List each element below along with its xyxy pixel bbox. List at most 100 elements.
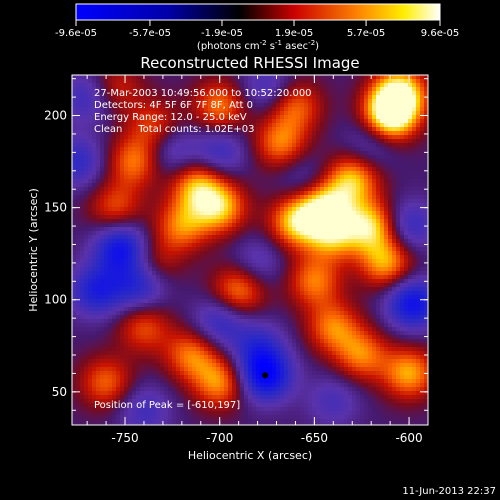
heatmap-cell bbox=[144, 103, 149, 108]
heatmap-cell bbox=[420, 291, 425, 296]
heatmap-cell bbox=[312, 107, 317, 112]
heatmap-cell bbox=[320, 171, 325, 176]
heatmap-cell bbox=[292, 75, 297, 80]
heatmap-cell bbox=[340, 111, 345, 116]
heatmap-cell bbox=[356, 115, 361, 120]
heatmap-cell bbox=[84, 187, 89, 192]
heatmap-cell bbox=[216, 171, 221, 176]
heatmap-cell bbox=[112, 83, 117, 88]
heatmap-cell bbox=[200, 99, 205, 104]
heatmap-cell bbox=[276, 203, 281, 208]
heatmap-cell bbox=[264, 127, 269, 132]
heatmap-cell bbox=[116, 159, 121, 164]
heatmap-cell bbox=[184, 99, 189, 104]
heatmap-cell bbox=[164, 135, 169, 140]
heatmap-cell bbox=[360, 291, 365, 296]
heatmap-cell bbox=[268, 119, 273, 124]
heatmap-cell bbox=[192, 123, 197, 128]
colorbar-tick-label: -5.7e-05 bbox=[129, 28, 171, 39]
heatmap-cell bbox=[400, 295, 405, 300]
heatmap-cell bbox=[340, 211, 345, 216]
heatmap-cell bbox=[388, 135, 393, 140]
heatmap-cell bbox=[348, 227, 353, 232]
heatmap-cell bbox=[156, 171, 161, 176]
heatmap-cell bbox=[88, 231, 93, 236]
heatmap-cell bbox=[396, 103, 401, 108]
heatmap-cell bbox=[176, 243, 181, 248]
heatmap-cell bbox=[340, 159, 345, 164]
heatmap-cell bbox=[248, 251, 253, 256]
heatmap-cell bbox=[84, 223, 89, 228]
heatmap-cell bbox=[164, 175, 169, 180]
heatmap-cell bbox=[232, 295, 237, 300]
heatmap-cell bbox=[400, 215, 405, 220]
heatmap-cell bbox=[136, 227, 141, 232]
heatmap-cell bbox=[320, 203, 325, 208]
heatmap-cell bbox=[408, 115, 413, 120]
heatmap-cell bbox=[380, 131, 385, 136]
heatmap-cell bbox=[80, 127, 85, 132]
heatmap-cell bbox=[132, 95, 137, 100]
heatmap-cell bbox=[288, 147, 293, 152]
heatmap-cell bbox=[104, 235, 109, 240]
heatmap-cell bbox=[76, 191, 81, 196]
heatmap-cell bbox=[156, 155, 161, 160]
heatmap-cell bbox=[104, 255, 109, 260]
heatmap-cell bbox=[72, 79, 77, 84]
heatmap-cell bbox=[84, 151, 89, 156]
heatmap-cell bbox=[204, 103, 209, 108]
heatmap-cell bbox=[180, 287, 185, 292]
heatmap-cell bbox=[352, 287, 357, 292]
heatmap-cell bbox=[104, 287, 109, 292]
heatmap-cell bbox=[220, 175, 225, 180]
heatmap-cell bbox=[72, 243, 77, 248]
heatmap-cell bbox=[360, 155, 365, 160]
heatmap-cell bbox=[88, 259, 93, 264]
heatmap-cell bbox=[340, 231, 345, 236]
heatmap-cell bbox=[116, 271, 121, 276]
heatmap-cell bbox=[212, 283, 217, 288]
heatmap-cell bbox=[248, 191, 253, 196]
heatmap-cell bbox=[332, 87, 337, 92]
heatmap-cell bbox=[276, 267, 281, 272]
heatmap-cell bbox=[392, 91, 397, 96]
heatmap-cell bbox=[216, 291, 221, 296]
heatmap-cell bbox=[84, 227, 89, 232]
heatmap-cell bbox=[352, 235, 357, 240]
heatmap-cell bbox=[368, 123, 373, 128]
heatmap-cell bbox=[292, 287, 297, 292]
heatmap-cell bbox=[420, 103, 425, 108]
heatmap-cell bbox=[136, 159, 141, 164]
heatmap-cell bbox=[404, 279, 409, 284]
heatmap-cell bbox=[116, 179, 121, 184]
heatmap-cell bbox=[152, 183, 157, 188]
heatmap-cell bbox=[264, 183, 269, 188]
heatmap-cell bbox=[136, 283, 141, 288]
heatmap-cell bbox=[356, 243, 361, 248]
heatmap-cell bbox=[364, 263, 369, 268]
heatmap-cell bbox=[284, 259, 289, 264]
heatmap-cell bbox=[76, 151, 81, 156]
heatmap-cell bbox=[132, 223, 137, 228]
heatmap-cell bbox=[324, 263, 329, 268]
heatmap-cell bbox=[100, 143, 105, 148]
heatmap-cell bbox=[204, 191, 209, 196]
heatmap-cell bbox=[116, 83, 121, 88]
heatmap-cell bbox=[344, 127, 349, 132]
heatmap-cell bbox=[212, 203, 217, 208]
heatmap-cell bbox=[224, 187, 229, 192]
heatmap-cell bbox=[256, 107, 261, 112]
heatmap-cell bbox=[236, 159, 241, 164]
heatmap-cell bbox=[136, 91, 141, 96]
heatmap-cell bbox=[304, 215, 309, 220]
heatmap-cell bbox=[312, 131, 317, 136]
heatmap-cell bbox=[108, 279, 113, 284]
heatmap-cell bbox=[396, 143, 401, 148]
heatmap-cell bbox=[300, 159, 305, 164]
heatmap-cell bbox=[416, 283, 421, 288]
heatmap-cell bbox=[352, 231, 357, 236]
heatmap-cell bbox=[116, 227, 121, 232]
heatmap-cell bbox=[112, 255, 117, 260]
heatmap-cell bbox=[284, 103, 289, 108]
heatmap-cell bbox=[108, 223, 113, 228]
